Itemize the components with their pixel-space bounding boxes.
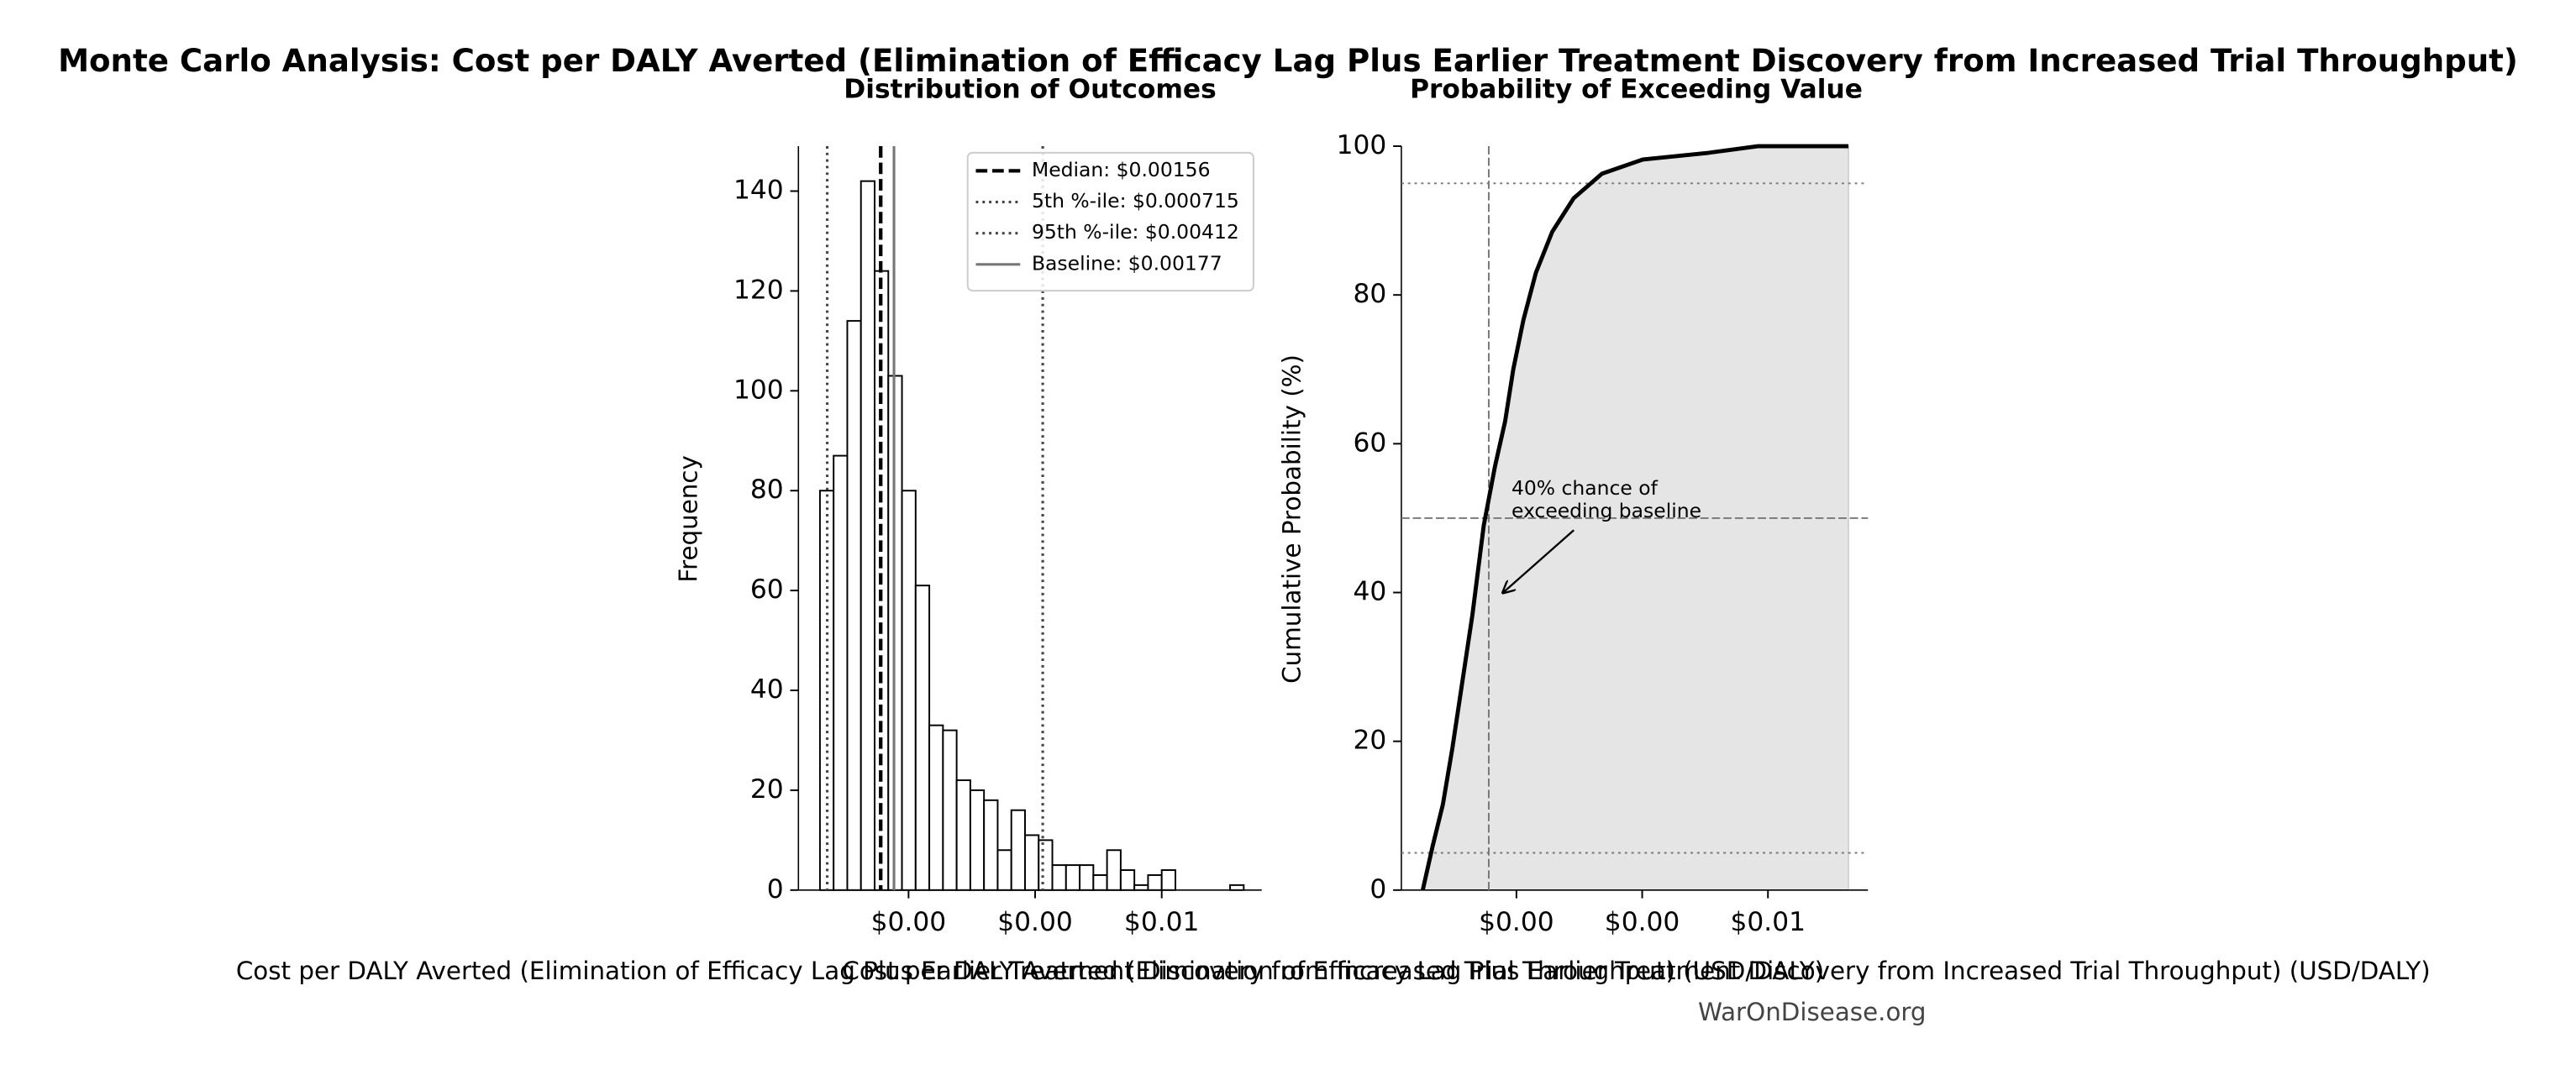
legend-box	[966, 151, 1254, 292]
y-tick-label: 80	[750, 475, 784, 505]
x-tick-label: $0.00	[1479, 907, 1554, 937]
bar	[1133, 884, 1149, 891]
bar	[1147, 874, 1163, 891]
bar	[996, 849, 1012, 891]
bar	[942, 729, 958, 891]
bar	[833, 454, 849, 891]
y-tick-label: 100	[1337, 130, 1387, 160]
y-tick-label: 140	[733, 176, 784, 206]
annotation-text: exceeding baseline	[1511, 499, 1701, 522]
bar	[1160, 869, 1176, 891]
bar	[1229, 884, 1245, 891]
bar	[1119, 869, 1136, 891]
bar	[901, 490, 917, 891]
bar	[1079, 864, 1095, 891]
x-axis-label: Cost per DALY Averted (Elimination of Ef…	[236, 957, 1824, 985]
x-tick-label: $0.00	[1605, 907, 1680, 937]
x-tick-label: $0.01	[1730, 907, 1806, 937]
bar	[914, 585, 931, 891]
watermark: WarOnDisease.org	[1698, 998, 1927, 1026]
annotation-text: 40% chance of	[1511, 476, 1659, 500]
y-tick-label: 0	[767, 874, 784, 905]
bar	[983, 799, 999, 891]
x-tick-label: $0.01	[1124, 907, 1200, 937]
y-tick-label: 80	[1354, 279, 1387, 309]
chart-title: Monte Carlo Analysis: Cost per DALY Aver…	[58, 43, 2518, 79]
y-tick-label: 100	[733, 375, 784, 405]
bar	[955, 779, 971, 891]
y-tick-label: 60	[750, 574, 784, 605]
y-tick-label: 20	[1354, 726, 1387, 756]
bar	[969, 789, 986, 891]
bar	[846, 320, 862, 891]
legend-label: Baseline: $0.00177	[1032, 251, 1222, 275]
y-tick-label: 40	[750, 674, 784, 705]
bar	[1065, 864, 1081, 891]
legend-label: 95th %-ile: $0.00412	[1032, 220, 1239, 244]
x-tick-label: $0.00	[997, 907, 1073, 937]
bar	[928, 724, 944, 891]
y-tick-label: 120	[733, 275, 784, 305]
bar	[1092, 874, 1108, 891]
bar	[1024, 834, 1040, 891]
bar	[1038, 839, 1054, 891]
y-axis-label: Cumulative Probability (%)	[1277, 354, 1306, 684]
x-tick-label: $0.00	[871, 907, 947, 937]
x-axis-label: Cost per DALY Averted (Elimination of Ef…	[842, 957, 2430, 985]
bar	[860, 180, 875, 891]
annotation-arrow	[1503, 529, 1575, 592]
y-tick-label: 0	[1369, 874, 1386, 905]
bar	[1106, 849, 1122, 891]
y-tick-label: 60	[1354, 427, 1387, 458]
subtitle: Distribution of Outcomes	[844, 75, 1216, 105]
subtitle: Probability of Exceeding Value	[1410, 75, 1863, 105]
cdf-line	[1420, 144, 1849, 891]
bar	[1051, 864, 1067, 891]
legend-label: 5th %-ile: $0.000715	[1032, 189, 1239, 212]
y-tick-label: 40	[1354, 577, 1387, 607]
bar	[1010, 809, 1026, 891]
legend-label: Median: $0.00156	[1032, 158, 1211, 181]
y-tick-label: 20	[750, 774, 784, 805]
y-axis-label: Frequency	[675, 455, 703, 583]
